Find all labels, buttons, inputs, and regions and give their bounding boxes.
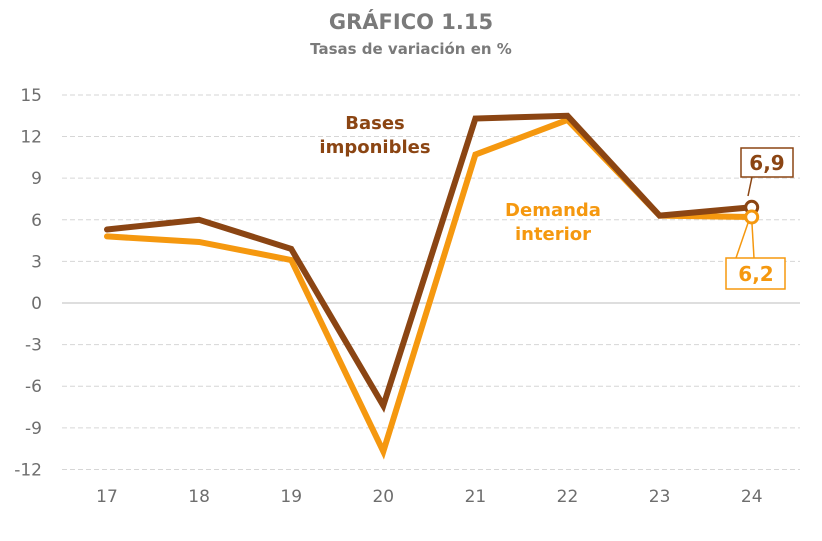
series-line-demanda-interior [104,116,755,460]
end-marker-demanda [744,209,760,225]
bases-label-line1: Bases [345,113,405,134]
callout-pointer-demanda-2 [751,223,755,259]
y-axis: 15 12 9 6 3 0 -3 -6 -9 -12 [14,86,42,480]
callout-pointer-demanda [735,222,749,259]
y-tick-label: 3 [31,252,42,272]
series-label-demanda: Demanda interior [505,200,601,245]
y-tick-label: 6 [31,211,42,231]
x-axis: 17 18 19 20 21 22 23 24 [96,487,762,507]
callout-box-demanda [725,257,786,290]
series-lines [104,112,760,460]
y-tick-label: 0 [31,294,42,314]
series-line-bases-imponibles [104,112,755,413]
y-tick-label: 15 [20,86,42,106]
demanda-label-line1: Demanda [505,200,601,221]
y-tick-label: -3 [25,336,42,356]
x-tick-label: 20 [372,487,394,507]
demanda-label-line2: interior [515,224,591,245]
x-tick-label: 18 [188,487,210,507]
x-tick-label: 17 [96,487,118,507]
bases-label-line2: imponibles [319,137,430,158]
callout-value-bases: 6,9 [749,151,784,175]
y-tick-label: -12 [14,460,42,480]
y-tick-label: -6 [25,377,42,397]
x-tick-label: 21 [465,487,487,507]
y-tick-label: 12 [20,128,42,148]
gridlines [62,94,800,470]
x-tick-label: 23 [649,487,671,507]
series-label-bases: Bases imponibles [319,113,430,158]
y-tick-label: 9 [31,169,42,189]
callout-demanda: 6,2 [725,222,786,290]
x-tick-label: 22 [557,487,579,507]
chart-title: GRÁFICO 1.15 [328,10,494,34]
x-tick-label: 24 [741,487,763,507]
chart-subtitle: Tasas de variación en % [310,40,512,58]
y-tick-label: -9 [25,419,42,439]
callout-value-demanda: 6,2 [738,262,773,286]
callout-bases: 6,9 [740,147,794,197]
callout-box-bases [740,147,794,178]
x-tick-label: 19 [280,487,302,507]
callout-pointer-bases [747,176,753,197]
